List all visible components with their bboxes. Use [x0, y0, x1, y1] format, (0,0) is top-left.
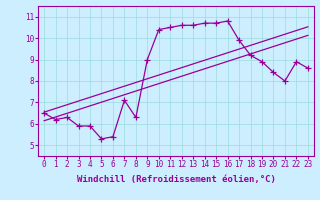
X-axis label: Windchill (Refroidissement éolien,°C): Windchill (Refroidissement éolien,°C) [76, 175, 276, 184]
